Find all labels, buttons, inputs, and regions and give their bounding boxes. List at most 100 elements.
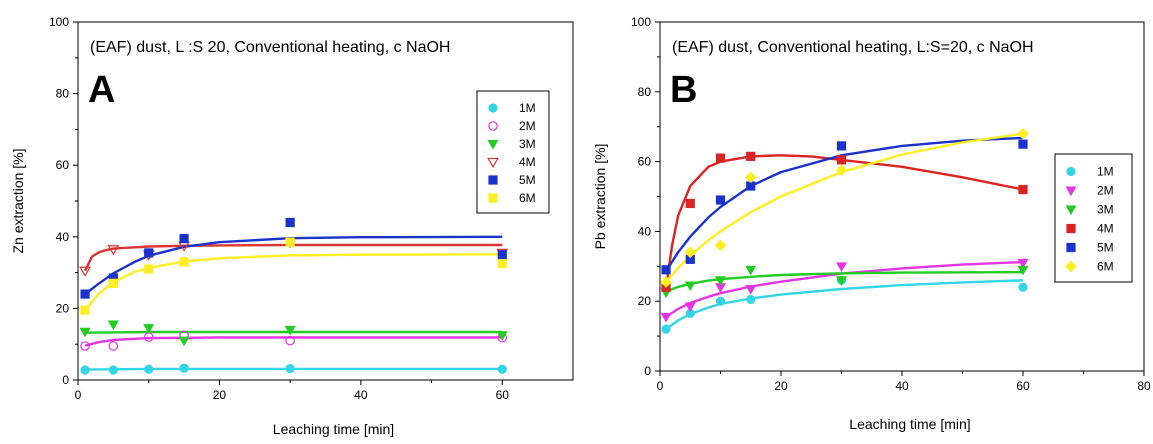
chart-title: (EAF) dust, L :S 20, Conventional heatin… <box>90 39 450 56</box>
fit-curve-3m <box>85 330 503 334</box>
y-tick-label: 100 <box>631 15 651 29</box>
data-point-2m <box>835 262 848 272</box>
y-axis-label: Pb extraction [%] <box>592 144 608 250</box>
fit-curve-3m <box>665 271 1024 293</box>
data-point-5m <box>497 250 507 260</box>
y-tick-label: 20 <box>638 294 652 308</box>
legend: 1M 2M 3M 4M 5M 6M <box>476 90 550 214</box>
legend-marker-2m <box>1065 186 1077 197</box>
legend-marker-2m <box>488 121 498 131</box>
data-point-3m <box>714 276 727 286</box>
fit-curve-4m <box>664 154 1024 288</box>
x-tick-label: 0 <box>657 379 664 393</box>
data-point-6m <box>80 305 90 315</box>
fit-curve-4m <box>84 243 503 272</box>
x-tick-label: 80 <box>1137 379 1151 393</box>
x-tick-label: 60 <box>496 388 510 402</box>
data-point-1m <box>661 324 671 334</box>
y-tick-label: 60 <box>56 158 70 172</box>
x-tick-label: 0 <box>75 388 82 402</box>
x-tick-label: 40 <box>354 388 368 402</box>
x-axis-label: Leaching time [min] <box>849 416 970 432</box>
legend-marker-1m <box>488 103 498 113</box>
legend-marker-3m <box>1065 205 1077 216</box>
legend-label: 1M <box>519 101 536 115</box>
panel-label: B <box>670 69 697 111</box>
data-point-6m <box>1017 127 1029 140</box>
data-point-5m <box>715 195 726 205</box>
y-axis-label: Zn extraction [%] <box>10 148 26 253</box>
data-point-5m <box>179 233 189 244</box>
y-tick-label: 80 <box>56 87 70 101</box>
legend-label: 1M <box>1097 165 1114 179</box>
data-point-3m <box>79 327 91 338</box>
data-point-6m <box>835 164 848 177</box>
legend: 1M 2M 3M 4M 5M 6M <box>1054 153 1133 283</box>
y-tick-label: 0 <box>62 373 69 387</box>
x-axis-label: Leaching time [min] <box>273 421 394 437</box>
data-point-6m <box>684 246 697 259</box>
x-tick-label: 20 <box>213 388 227 402</box>
data-point-5m <box>80 289 90 299</box>
data-point-3m <box>107 320 119 331</box>
data-point-2m <box>1017 258 1029 269</box>
data-point-2m <box>684 302 696 313</box>
legend-label: 3M <box>1097 203 1114 217</box>
y-tick-label: 0 <box>644 364 651 378</box>
chart-title: (EAF) dust, Conventional heating, L:S=20… <box>672 39 1034 56</box>
legend-marker-6m <box>488 193 498 203</box>
legend-box <box>1054 153 1133 283</box>
legend-label: 4M <box>519 155 536 169</box>
data-point-5m <box>836 141 847 151</box>
y-tick-label: 60 <box>638 155 652 169</box>
data-point-1m <box>285 363 295 374</box>
data-point-4m <box>1018 184 1028 195</box>
legend-box <box>476 90 550 214</box>
x-tick-label: 40 <box>895 379 909 393</box>
data-point-1m <box>497 364 507 374</box>
data-point-6m <box>744 171 757 184</box>
data-point-3m <box>684 281 696 292</box>
data-point-6m <box>108 278 118 288</box>
data-point-2m <box>108 341 119 351</box>
data-point-1m <box>144 364 154 374</box>
data-point-3m <box>835 276 848 286</box>
fit-curve-1m <box>85 367 503 371</box>
legend-label: 2M <box>1097 184 1114 198</box>
data-point-1m <box>179 363 189 373</box>
data-point-5m <box>661 265 671 275</box>
data-point-5m <box>285 217 295 228</box>
x-tick-label: 60 <box>1016 379 1030 393</box>
data-point-1m <box>715 296 726 306</box>
legend-label: 4M <box>1097 222 1114 236</box>
data-point-3m <box>496 331 508 341</box>
data-point-6m <box>179 257 189 267</box>
legend-marker-3m <box>487 140 499 150</box>
y-tick-label: 40 <box>638 224 652 238</box>
data-point-1m <box>80 365 90 375</box>
legend-marker-1m <box>1066 166 1076 177</box>
data-point-3m <box>284 325 296 336</box>
data-point-1m <box>746 294 756 305</box>
data-point-4m <box>79 266 91 277</box>
data-point-4m <box>107 245 120 256</box>
data-point-3m <box>745 265 757 276</box>
legend-label: 3M <box>519 137 536 151</box>
chart-panel-b: 0 20 40 60 80 100 0 20 40 60 80 Leaching time [min]… <box>592 15 1151 432</box>
y-tick-label: 80 <box>638 85 652 99</box>
data-point-6m <box>144 264 154 274</box>
data-point-2m <box>80 341 90 351</box>
data-point-4m <box>746 151 756 161</box>
data-point-6m <box>714 239 727 252</box>
data-point-5m <box>144 248 154 258</box>
y-tick-label: 100 <box>49 15 69 29</box>
legend-label: 6M <box>519 191 536 205</box>
data-point-6m <box>497 259 507 269</box>
legend-marker-4m <box>1066 223 1076 234</box>
data-point-2m <box>285 335 295 346</box>
y-tick-label: 20 <box>56 301 70 315</box>
data-point-4m <box>836 155 847 165</box>
data-point-1m <box>108 365 118 375</box>
